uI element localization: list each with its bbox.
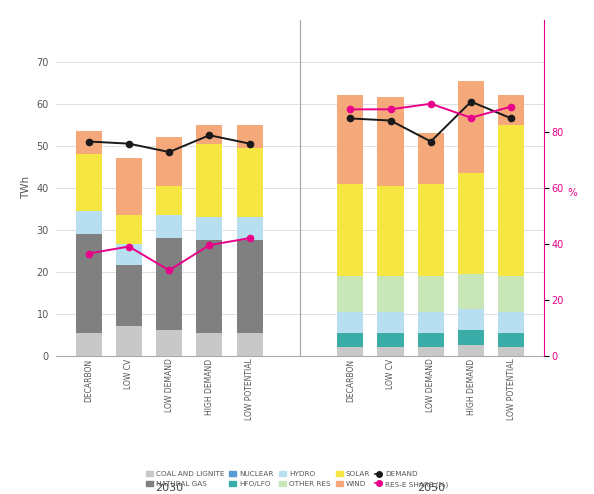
Bar — [377, 97, 404, 186]
Bar — [337, 95, 364, 184]
Bar — [458, 330, 484, 345]
Text: 2030: 2030 — [155, 483, 183, 494]
Bar — [418, 332, 444, 347]
Legend: COAL AND LIGNITE, NATURAL GAS, NUCLEAR, HFO/LFO, HYDRO, OTHER RES, SOLAR, WIND, : COAL AND LIGNITE, NATURAL GAS, NUCLEAR, … — [143, 468, 451, 491]
Bar — [75, 211, 102, 234]
Bar — [337, 347, 364, 356]
Bar — [377, 332, 404, 347]
Bar — [418, 276, 444, 312]
Bar — [418, 312, 444, 332]
Bar — [377, 312, 404, 332]
Bar — [75, 332, 102, 356]
Bar — [196, 125, 223, 144]
Bar — [156, 330, 182, 356]
Bar — [337, 184, 364, 276]
Bar — [116, 265, 142, 327]
Bar — [196, 217, 223, 240]
Bar — [156, 215, 182, 238]
Bar — [498, 276, 525, 312]
Bar — [236, 217, 263, 240]
Bar — [116, 215, 142, 245]
Y-axis label: %: % — [567, 188, 577, 198]
Bar — [337, 332, 364, 347]
Bar — [337, 312, 364, 332]
Bar — [377, 347, 404, 356]
Bar — [156, 186, 182, 215]
Bar — [116, 245, 142, 265]
Bar — [498, 332, 525, 347]
Bar — [377, 276, 404, 312]
Bar — [498, 125, 525, 276]
Bar — [196, 240, 223, 332]
Bar — [196, 144, 223, 217]
Bar — [458, 274, 484, 309]
Bar — [418, 347, 444, 356]
Bar — [337, 276, 364, 312]
Bar — [75, 154, 102, 211]
Bar — [75, 234, 102, 332]
Bar — [458, 309, 484, 330]
Bar — [236, 240, 263, 332]
Y-axis label: TWh: TWh — [21, 176, 31, 199]
Bar — [458, 81, 484, 173]
Bar — [418, 133, 444, 184]
Bar — [236, 125, 263, 148]
Text: 2050: 2050 — [417, 483, 445, 494]
Bar — [196, 332, 223, 356]
Bar — [498, 312, 525, 332]
Bar — [498, 347, 525, 356]
Bar — [116, 159, 142, 215]
Bar — [498, 95, 525, 125]
Bar — [75, 131, 102, 154]
Bar — [458, 345, 484, 356]
Bar — [458, 173, 484, 274]
Bar — [236, 332, 263, 356]
Bar — [156, 137, 182, 186]
Bar — [418, 184, 444, 276]
Bar — [116, 327, 142, 356]
Bar — [236, 148, 263, 217]
Bar — [377, 186, 404, 276]
Bar — [156, 238, 182, 330]
